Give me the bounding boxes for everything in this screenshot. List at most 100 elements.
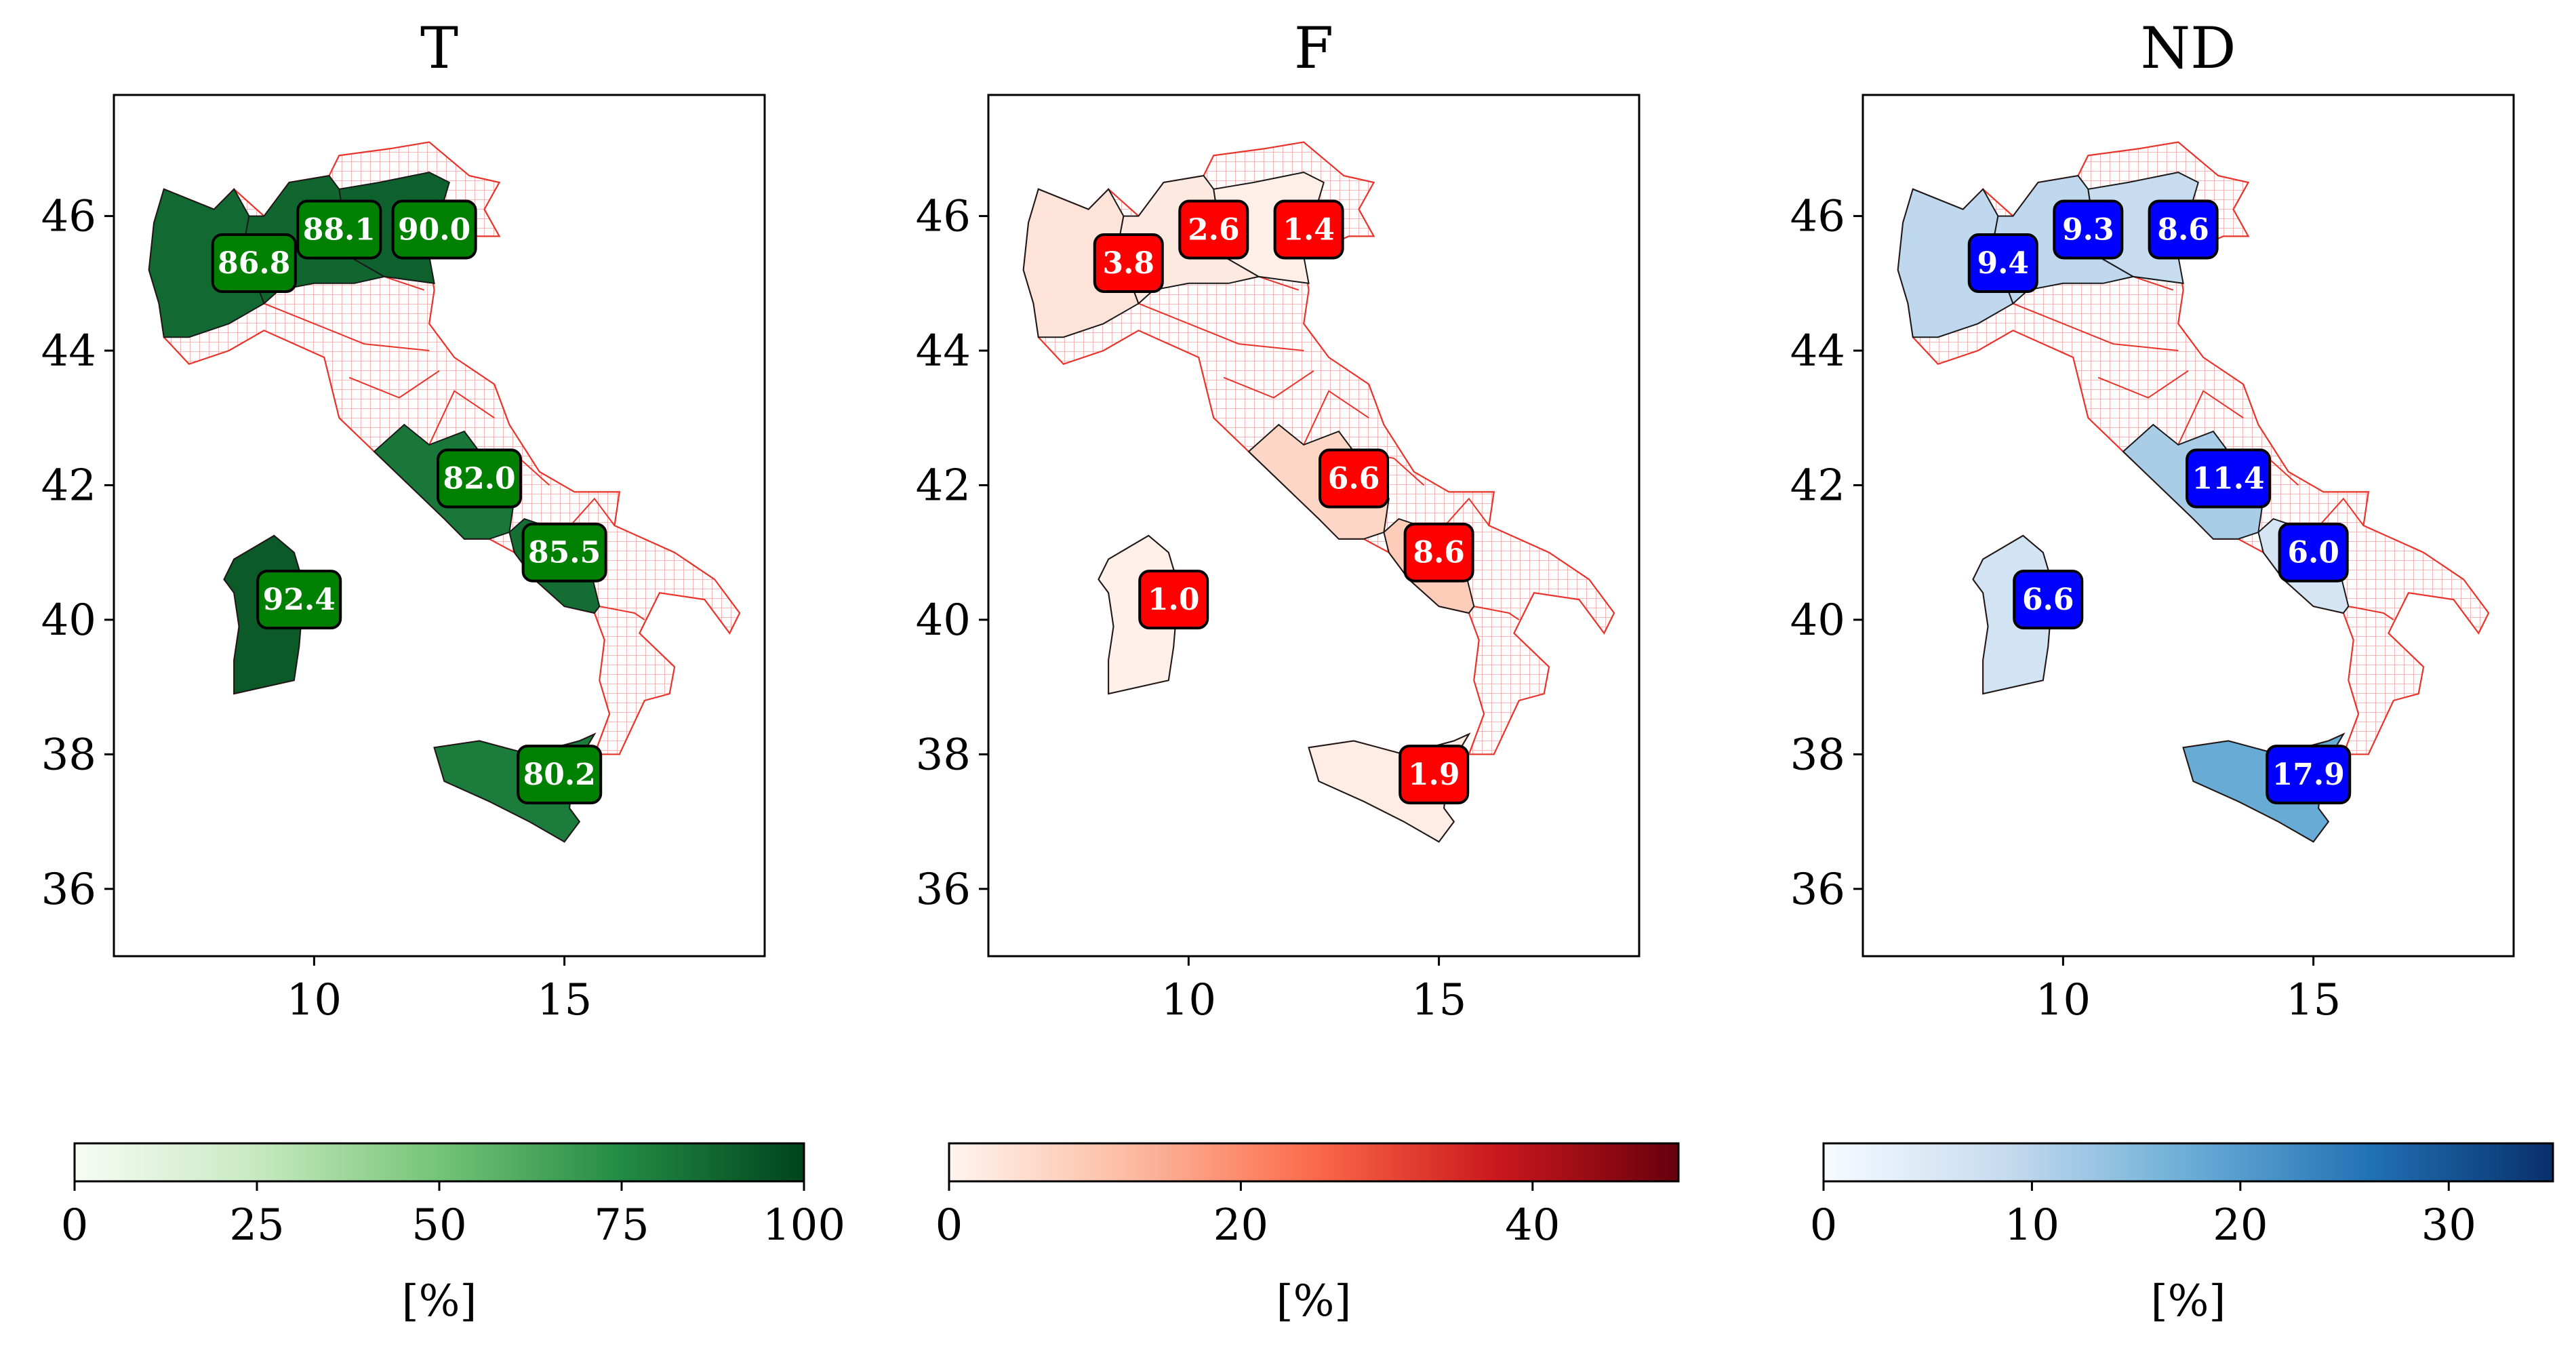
panel-title: ND [2141, 15, 2236, 81]
value-label-box [437, 448, 523, 509]
value-label-lazio: 6.6 [1328, 462, 1380, 496]
value-label-sicilia: 17.9 [2272, 757, 2345, 792]
map-plot: 10 15 36 38 40 42 44 46 86.8 88.1 90.0 82.0 85.5 92.… [41, 94, 766, 1025]
colorbar-label: [%] [2151, 1276, 2226, 1326]
plot-frame [1861, 94, 2515, 958]
value-label-piemonte: 3.8 [1102, 246, 1154, 281]
region-boundary [2013, 302, 2179, 351]
colorbar: 0 10 20 30 [%] [1810, 1142, 2554, 1326]
value-label-piemonte: 86.8 [218, 246, 290, 281]
region-boundary [2312, 497, 2364, 533]
value-label-box [2013, 570, 2084, 630]
value-label-sicilia: 80.2 [523, 757, 596, 792]
x-tick-label: 10 [287, 975, 342, 1025]
colorbar-tick-label: 100 [763, 1200, 845, 1250]
axis-ticks: 10 15 36 38 40 42 44 46 [916, 192, 1467, 1025]
value-label-lazio: 82.0 [443, 462, 515, 496]
colorbar-tick-label: 0 [935, 1200, 963, 1250]
y-tick-label: 42 [41, 460, 96, 511]
value-label-lombardia: 88.1 [303, 212, 376, 247]
value-labels: 3.8 2.6 1.4 6.6 8.6 1.0 1.9 [1093, 199, 1474, 805]
y-tick-label: 46 [41, 192, 96, 242]
x-tick-label: 15 [537, 975, 592, 1025]
y-tick-label: 42 [916, 460, 971, 511]
value-label-box [1138, 570, 1209, 630]
value-label-box [296, 199, 382, 260]
y-tick-label: 36 [41, 865, 96, 915]
value-label-box [1273, 199, 1344, 260]
value-label-box [1967, 233, 2038, 294]
colorbar-tick-label: 0 [1810, 1200, 1838, 1250]
region-boundary [2348, 606, 2394, 621]
value-label-box [2186, 448, 2272, 509]
y-tick-label: 44 [41, 326, 96, 376]
value-label-box [2148, 199, 2219, 260]
value-label-box [517, 745, 603, 805]
value-label-box [211, 233, 297, 294]
region-boundary [264, 302, 430, 351]
value-label-box [1403, 522, 1474, 583]
x-tick-label: 10 [1161, 975, 1216, 1025]
colorbar-tick-label: 25 [229, 1200, 284, 1250]
value-label-veneto: 8.6 [2157, 212, 2209, 247]
value-label-box [391, 199, 477, 260]
y-tick-label: 44 [1790, 326, 1845, 376]
value-labels: 86.8 88.1 90.0 82.0 85.5 92.4 80.2 [211, 199, 607, 805]
y-tick-label: 44 [916, 326, 971, 376]
axis-ticks: 10 15 36 38 40 42 44 46 [1790, 192, 2341, 1025]
colorbar-tick-label: 10 [2005, 1200, 2059, 1250]
y-tick-label: 46 [916, 192, 971, 242]
value-label-lazio: 11.4 [2192, 462, 2264, 496]
panel-title: T [420, 15, 458, 81]
region-boundary [2097, 370, 2189, 399]
colorbar-gradient [948, 1142, 1680, 1183]
region-boundary [384, 275, 425, 291]
region-boundary [563, 497, 616, 533]
region-boundary [1138, 302, 1304, 351]
y-tick-label: 42 [1790, 460, 1845, 511]
plot-frame [113, 94, 766, 958]
value-label-veneto: 1.4 [1283, 212, 1335, 247]
plot-frame [987, 94, 1641, 958]
axis-ticks: 10 15 36 38 40 42 44 46 [41, 192, 592, 1025]
value-labels: 9.4 9.3 8.6 11.4 6.0 6.6 17.9 [1967, 199, 2352, 805]
colorbar-tick-label: 0 [61, 1200, 89, 1250]
value-label-lombardia: 2.6 [1188, 212, 1240, 247]
colorbar-gradient [73, 1142, 805, 1183]
value-label-sardegna: 1.0 [1148, 583, 1200, 617]
colorbar-tick-label: 20 [2213, 1200, 2268, 1250]
colorbar: 0 25 50 75 100 [%] [61, 1142, 845, 1326]
value-label-veneto: 90.0 [398, 212, 470, 247]
value-label-sicilia: 1.9 [1408, 757, 1460, 792]
map-plot: 10 15 36 38 40 42 44 46 9.4 9.3 8.6 11.4 6.0 6.6 17.9 [1790, 94, 2515, 1025]
x-tick-label: 15 [1411, 975, 1466, 1025]
colorbar-label: [%] [1276, 1276, 1352, 1326]
region-boundary [599, 606, 645, 621]
value-label-box [2266, 745, 2352, 805]
value-label-box [2053, 199, 2124, 260]
value-label-piemonte: 9.4 [1977, 246, 2029, 281]
panel-f: F 10 15 36 38 40 42 44 46 3.8 2.6 1.4 6.6 8.6 1.0 1.9… [916, 15, 1680, 1326]
region-boundary [428, 390, 495, 446]
region-boundary [1474, 606, 1520, 621]
value-label-box [521, 522, 607, 583]
value-label-lombardia: 9.3 [2062, 212, 2114, 247]
colorbar-tick-label: 50 [411, 1200, 466, 1250]
region-boundary [1223, 370, 1314, 399]
value-label-sardegna: 92.4 [263, 583, 336, 617]
region-boundary [348, 370, 440, 399]
value-label-box [1319, 448, 1390, 509]
colorbar-label: [%] [402, 1276, 477, 1326]
panel-t: T 10 15 36 38 40 42 44 46 86.8 88.1 90.0 82.0 85.5 9… [41, 15, 846, 1326]
colorbar-tick-label: 20 [1213, 1200, 1268, 1250]
region-boundary [1438, 497, 1490, 533]
value-label-campania: 6.0 [2287, 536, 2339, 570]
colorbar-gradient [1822, 1142, 2554, 1183]
x-tick-label: 15 [2286, 975, 2341, 1025]
value-label-box [1398, 745, 1470, 805]
map-plot: 10 15 36 38 40 42 44 46 3.8 2.6 1.4 6.6 8.6 1.0 1.9 [916, 94, 1641, 1025]
colorbar-tick-label: 40 [1505, 1200, 1560, 1250]
value-label-campania: 8.6 [1413, 536, 1465, 570]
